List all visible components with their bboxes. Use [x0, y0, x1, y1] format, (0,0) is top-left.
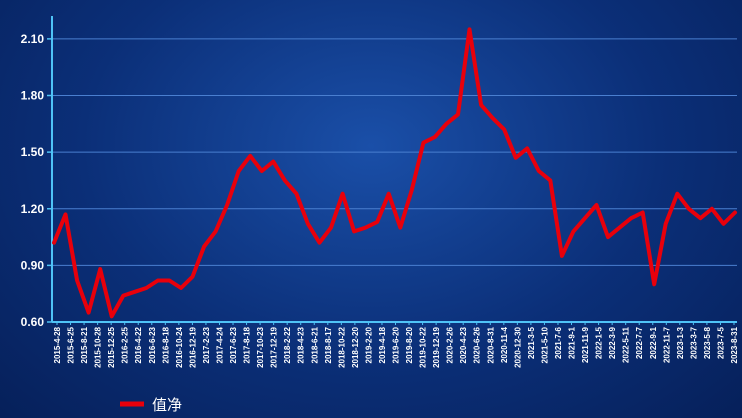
x-tick-label: 2022-5-11 — [622, 326, 631, 363]
x-tick-label: 2021-3-5 — [527, 326, 536, 359]
x-tick-label: 2015-12-25 — [107, 326, 116, 367]
x-tick-label: 2022-3-9 — [608, 326, 617, 359]
y-tick-label: 1.20 — [21, 202, 45, 216]
y-tick-label: 0.60 — [21, 315, 45, 329]
x-tick-label: 2021-9-1 — [568, 326, 577, 359]
x-tick-label: 2023-8-31 — [730, 326, 739, 363]
x-tick-label: 2017-10-23 — [256, 326, 265, 367]
x-tick-label: 2015-10-28 — [94, 326, 103, 367]
x-tick-label: 2020-11-4 — [500, 326, 509, 363]
x-tick-label: 2016-6-23 — [148, 326, 157, 363]
x-tick-label: 2016-4-22 — [134, 326, 143, 363]
x-tick-label: 2017-2-23 — [202, 326, 211, 363]
x-tick-label: 2015-6-25 — [67, 326, 76, 363]
x-tick-label: 2017-8-18 — [243, 326, 252, 363]
x-tick-label: 2017-12-19 — [270, 326, 279, 367]
x-tick-label: 2016-12-19 — [188, 326, 197, 367]
x-tick-label: 2019-2-20 — [364, 326, 373, 363]
x-tick-label: 2018-12-20 — [351, 326, 360, 367]
x-tick-label: 2022-11-7 — [662, 326, 671, 363]
x-tick-label: 2019-8-20 — [405, 326, 414, 363]
series-line — [52, 27, 737, 319]
x-tick-label: 2016-10-24 — [175, 326, 184, 367]
legend-label: 值净 — [152, 396, 182, 414]
x-tick-label: 2017-6-23 — [229, 326, 238, 363]
x-tick-label: 2018-2-22 — [283, 326, 292, 363]
x-tick-label: 2018-8-17 — [324, 326, 333, 363]
y-tick-label: 1.50 — [21, 145, 45, 159]
x-tick-label: 2022-9-1 — [649, 326, 658, 359]
x-tick-label: 2021-7-6 — [554, 326, 563, 359]
y-tick-label: 2.10 — [21, 32, 45, 46]
x-tick-label: 2018-4-23 — [297, 326, 306, 363]
y-tick-label: 0.90 — [21, 258, 45, 272]
x-tick-label: 2023-1-3 — [676, 326, 685, 359]
x-tick-label: 2020-8-31 — [486, 326, 495, 363]
x-tick-label: 2022-1-5 — [595, 326, 604, 359]
x-tick-label: 2016-2-25 — [121, 326, 130, 363]
x-tick-label: 2015-8-21 — [80, 326, 89, 363]
x-tick-label: 2018-10-22 — [337, 326, 346, 367]
x-tick-label: 2016-8-18 — [161, 326, 170, 363]
y-tick-label: 1.80 — [21, 89, 45, 103]
x-tick-label: 2023-5-8 — [703, 326, 712, 359]
x-tick-label: 2020-12-30 — [513, 326, 522, 367]
x-tick-label: 2020-6-26 — [473, 326, 482, 363]
x-tick-label: 2021-5-10 — [540, 326, 549, 363]
x-tick-label: 2018-6-21 — [310, 326, 319, 363]
x-tick-label: 2019-4-18 — [378, 326, 387, 363]
x-tick-label: 2020-4-23 — [459, 326, 468, 363]
x-tick-label: 2022-7-7 — [635, 326, 644, 359]
x-tick-label: 2020-2-26 — [446, 326, 455, 363]
x-tick-label: 2019-10-22 — [419, 326, 428, 367]
x-tick-label: 2023-7-5 — [716, 326, 725, 359]
x-tick-label: 2021-11-9 — [581, 326, 590, 363]
x-tick-label: 2017-4-24 — [215, 326, 224, 363]
x-tick-label: 2015-4-28 — [53, 326, 62, 363]
x-tick-label: 2019-12-19 — [432, 326, 441, 367]
x-tick-label: 2023-3-7 — [689, 326, 698, 359]
x-tick-label: 2019-6-20 — [392, 326, 401, 363]
